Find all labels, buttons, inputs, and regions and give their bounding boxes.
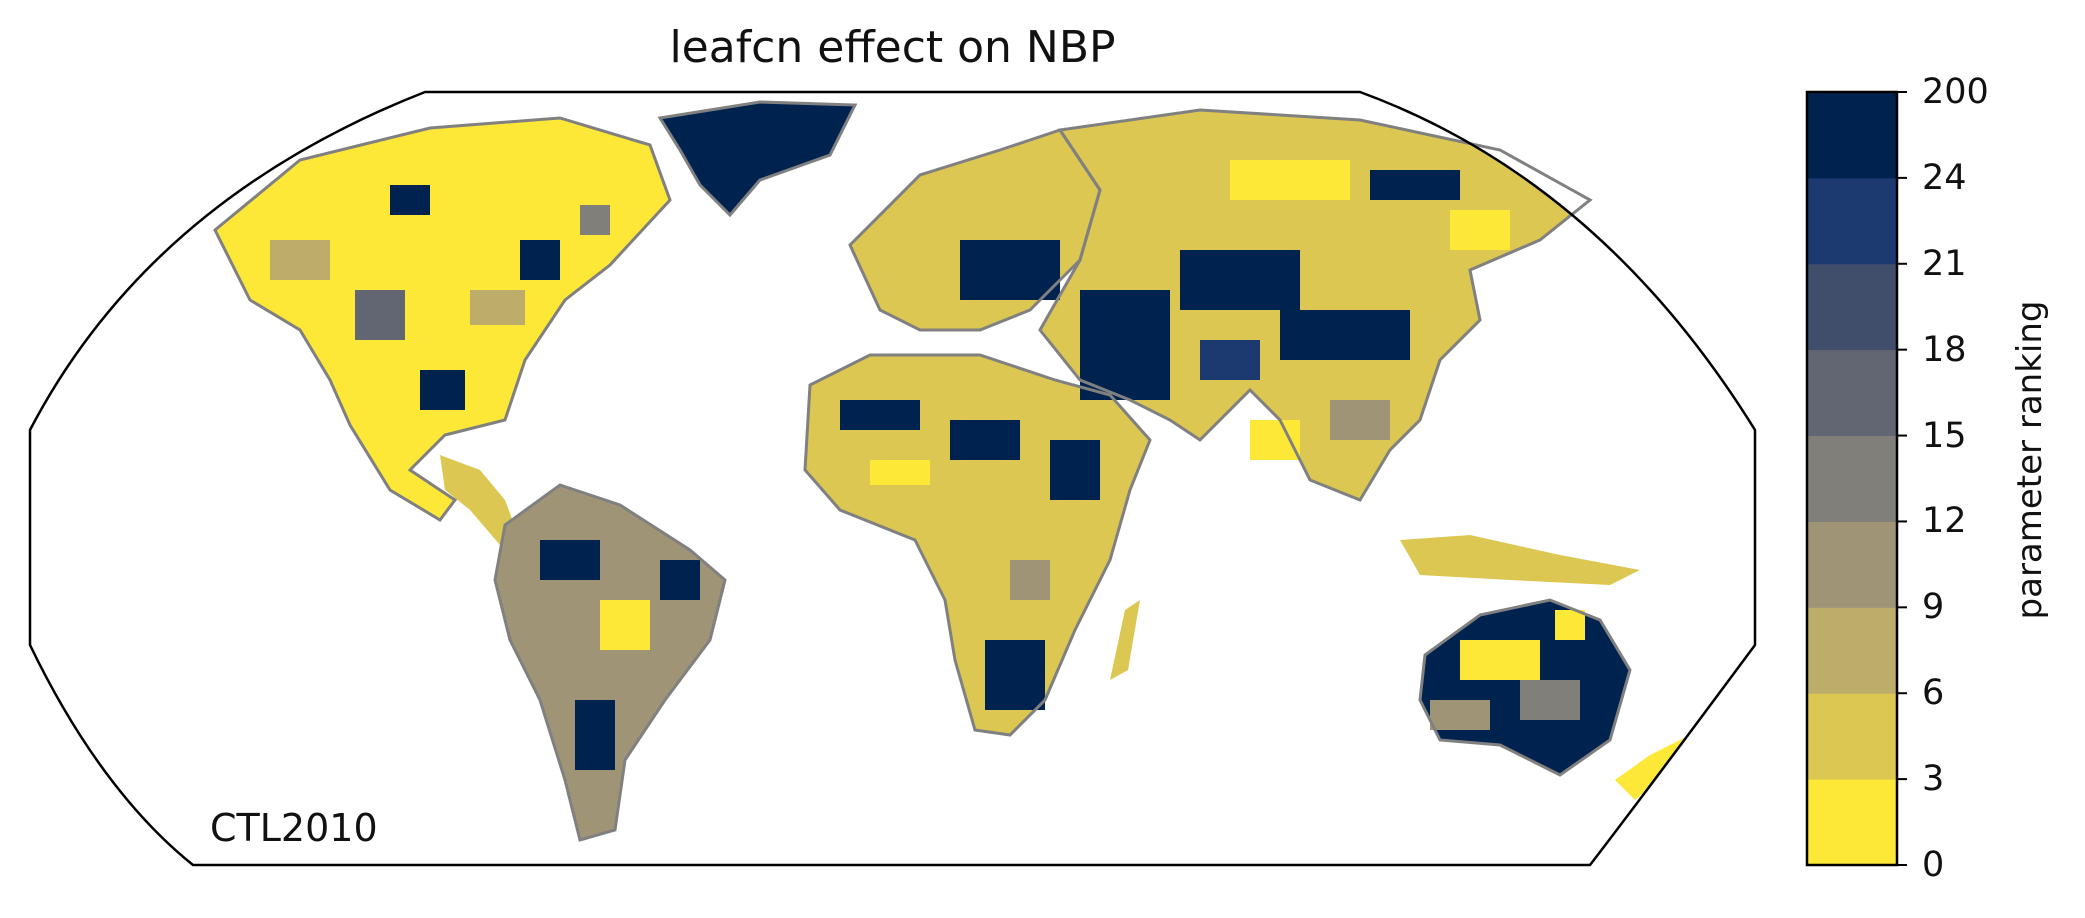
ranking-patches	[270, 160, 1585, 770]
indonesia-landmass	[1400, 535, 1640, 585]
north-america-landmass	[215, 118, 670, 520]
colorbar-tick-label: 3	[1922, 759, 1945, 800]
colorbar-segment	[1807, 177, 1897, 265]
colorbar-segment	[1807, 349, 1897, 437]
colorbar-segment	[1807, 607, 1897, 694]
colorbar-segment	[1807, 92, 1897, 179]
colorbar-tick-label: 15	[1922, 415, 1967, 456]
colorbar-frame	[1805, 90, 1899, 867]
colorbar-tick-label: 21	[1922, 243, 1967, 284]
colorbar-segment	[1807, 779, 1897, 866]
new-zealand-landmass	[1615, 730, 1700, 800]
greenland-landmass	[660, 102, 855, 215]
colorbar-tick-label: 0	[1922, 845, 1945, 885]
central-america-landmass	[440, 455, 520, 545]
colorbar-segment	[1807, 435, 1897, 522]
scenario-label: CTL2010	[210, 806, 378, 850]
south-america-landmass	[495, 485, 725, 840]
colorbar-segment	[1807, 263, 1897, 351]
colorbar-label: parameter ranking	[2010, 300, 2050, 620]
colorbar-tick-label: 18	[1922, 329, 1967, 370]
madagascar-landmass	[1110, 600, 1140, 680]
colorbar-segment	[1807, 693, 1897, 780]
colorbar-tick-label: 6	[1922, 673, 1945, 714]
asia-landmass	[1040, 110, 1590, 500]
colorbar-tick-label: 24	[1922, 157, 1967, 198]
colorbar-tick-label: 12	[1922, 501, 1967, 542]
colorbar	[1807, 91, 1907, 866]
coastlines	[213, 100, 1632, 842]
colorbar-tick-label: 9	[1922, 587, 1945, 628]
colorbar-segment	[1807, 521, 1897, 608]
map-title: leafcn effect on NBP	[669, 22, 1116, 73]
globe-boundary	[28, 90, 1757, 867]
colorbar-tick-label: 200	[1922, 72, 1989, 112]
